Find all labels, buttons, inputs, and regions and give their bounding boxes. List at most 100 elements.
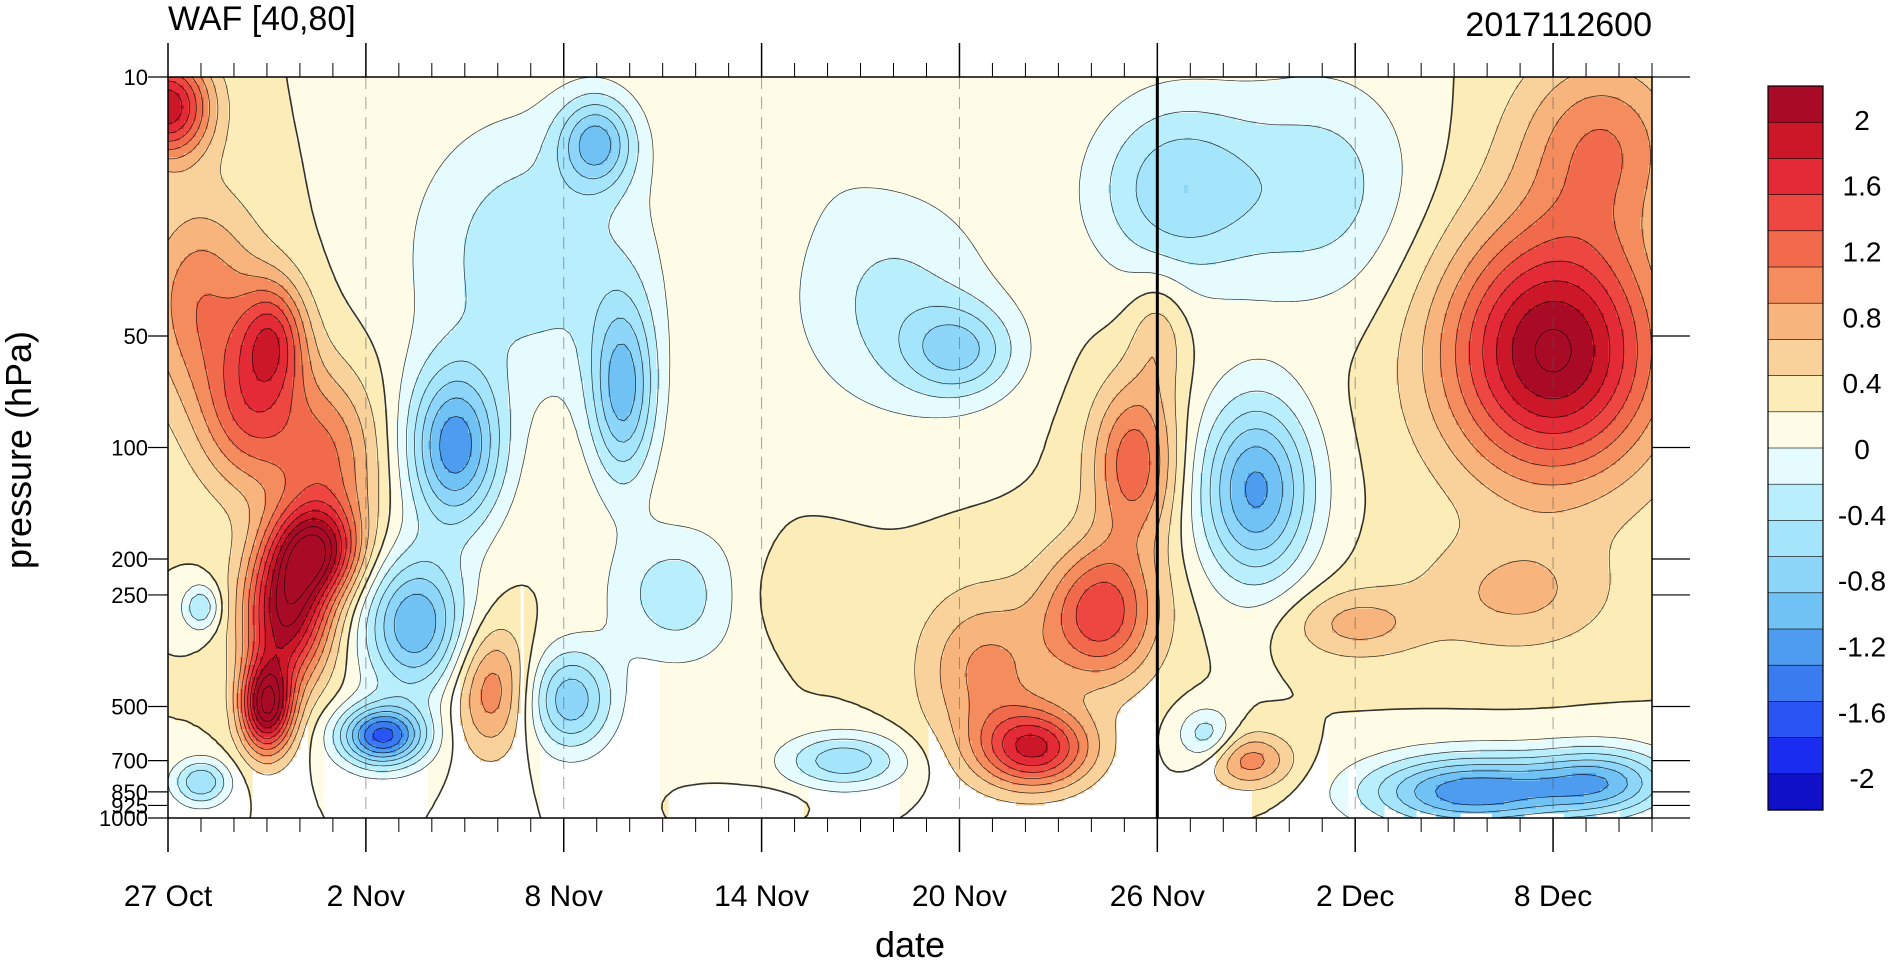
contour-cell (1040, 737, 1045, 758)
contour-cell (344, 393, 349, 426)
contour-cell (1320, 77, 1325, 130)
contour-cell (1504, 269, 1509, 290)
contour-cell (280, 325, 285, 390)
contour-cell (420, 201, 425, 370)
contour-cell (356, 749, 361, 754)
contour-cell (404, 597, 409, 650)
contour-cell (1008, 577, 1013, 610)
contour-cell (436, 565, 441, 590)
contour-cell (1272, 81, 1277, 126)
contour-cell (268, 729, 273, 734)
contour-cell (204, 597, 209, 618)
contour-cell (492, 397, 497, 478)
contour-cell (816, 517, 821, 694)
contour-cell (1108, 653, 1113, 670)
contour-cell (1344, 81, 1349, 142)
contour-cell (348, 697, 353, 710)
contour-cell (1236, 221, 1241, 258)
contour-cell (760, 577, 765, 614)
contour-cell (1520, 233, 1525, 254)
contour-cell (1116, 393, 1121, 418)
contour-cell (424, 665, 429, 678)
contour-cell (1084, 229, 1089, 346)
contour-cell (1216, 233, 1221, 262)
contour-cell (340, 565, 345, 578)
contour-cell (1528, 413, 1533, 430)
contour-cell (560, 637, 565, 654)
contour-cell (352, 313, 357, 374)
contour-cell (1124, 573, 1129, 642)
contour-cell (276, 521, 281, 534)
contour-cell (1340, 713, 1345, 774)
contour-cell (356, 701, 361, 710)
contour-cell (692, 661, 697, 786)
contour-cell (1152, 313, 1157, 358)
contour-cell (380, 753, 385, 758)
contour-cell (1216, 381, 1221, 418)
contour-cell (992, 77, 997, 278)
contour-cell (976, 777, 981, 794)
contour-cell (304, 505, 309, 514)
contour-cell (684, 561, 689, 630)
contour-cell (308, 649, 313, 662)
contour-cell (1116, 649, 1121, 666)
contour-cell (188, 377, 193, 422)
contour-cell (1192, 689, 1197, 714)
contour-cell (616, 289, 621, 318)
contour-cell (488, 609, 493, 634)
contour-cell (1516, 377, 1521, 406)
contour-cell (676, 661, 681, 790)
contour-cell (404, 697, 409, 710)
contour-cell (788, 521, 793, 678)
contour-cell (1224, 77, 1229, 82)
contour-cell (1524, 461, 1529, 482)
contour-cell (1108, 669, 1113, 686)
contour-cell (332, 441, 337, 494)
contour-cell (904, 733, 909, 758)
contour-cell (296, 693, 301, 714)
contour-cell (792, 77, 797, 522)
contour-cell (440, 737, 445, 790)
contour-cell (824, 209, 829, 374)
contour-cell (924, 269, 929, 310)
contour-cell (416, 753, 421, 762)
contour-cell (292, 669, 297, 694)
contour-cell (1108, 77, 1113, 114)
contour-cell (260, 437, 265, 462)
contour-cell (1212, 113, 1217, 146)
contour-cell (916, 77, 921, 198)
contour-cell (552, 121, 557, 330)
contour-cell (244, 761, 249, 782)
contour-cell (960, 621, 965, 758)
contour-cell (964, 397, 969, 414)
contour-cell (508, 709, 513, 750)
contour-cell (472, 609, 477, 638)
contour-cell (1116, 665, 1121, 682)
contour-cell (248, 325, 253, 410)
contour-cell (408, 669, 413, 686)
contour-cell (1040, 765, 1045, 774)
contour-cell (336, 585, 341, 594)
contour-cell (828, 517, 833, 698)
contour-cell (1216, 113, 1221, 146)
contour-cell (176, 173, 181, 230)
contour-cell (488, 125, 493, 194)
contour-cell (524, 77, 529, 110)
contour-cell (1524, 229, 1529, 254)
contour-cell (1120, 569, 1125, 598)
contour-cell (320, 501, 325, 514)
contour-cell (1212, 745, 1217, 754)
contour-cell (968, 77, 973, 242)
contour-cell (1240, 361, 1245, 394)
contour-cell (252, 257, 257, 278)
contour-cell (224, 229, 229, 266)
contour-cell (1308, 593, 1313, 614)
contour-cell (208, 765, 213, 774)
contour-cell (1484, 765, 1489, 770)
contour-cell (268, 745, 273, 750)
contour-cell (184, 413, 189, 458)
contour-cell (1476, 253, 1481, 278)
contour-cell (272, 245, 277, 266)
contour-cell (244, 685, 249, 718)
contour-cell (1200, 629, 1205, 682)
